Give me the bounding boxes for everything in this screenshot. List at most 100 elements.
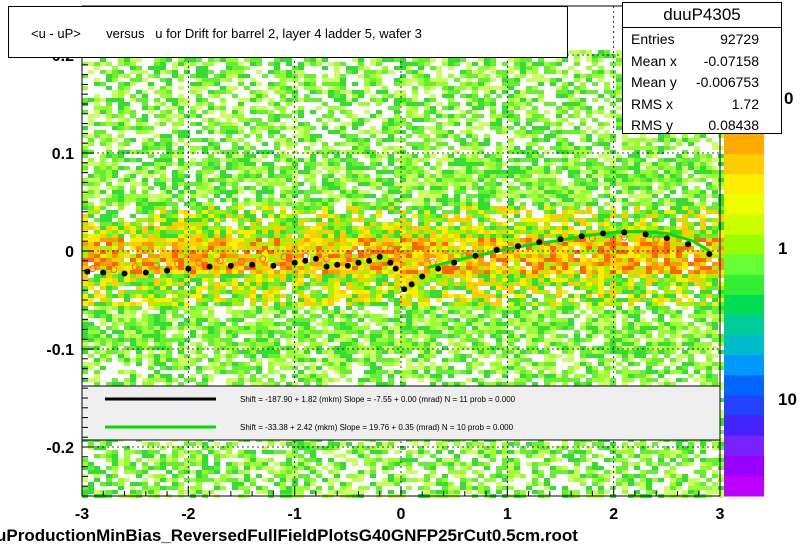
heat-cell — [124, 462, 130, 466]
heat-cell — [232, 62, 238, 66]
heat-cell — [100, 142, 106, 146]
heat-cell — [400, 346, 406, 350]
heat-cell — [448, 370, 454, 374]
heat-cell — [148, 466, 154, 470]
heat-cell — [94, 334, 100, 338]
heat-cell — [112, 258, 118, 262]
heat-cell — [400, 322, 406, 326]
heat-cell — [322, 166, 328, 170]
heat-cell — [298, 458, 304, 462]
heat-cell — [136, 274, 142, 278]
heat-cell — [118, 370, 124, 374]
heat-cell — [454, 282, 460, 286]
heat-cell — [358, 194, 364, 198]
heat-cell — [358, 286, 364, 290]
heat-cell — [424, 254, 430, 258]
heat-cell — [334, 94, 340, 98]
heat-cell — [346, 286, 352, 290]
heat-cell — [124, 122, 130, 126]
heat-cell — [256, 254, 262, 258]
heat-cell — [226, 70, 232, 74]
heat-cell — [388, 294, 394, 298]
heat-cell — [424, 282, 430, 286]
heat-cell — [130, 138, 136, 142]
heat-cell — [412, 174, 418, 178]
heat-cell — [202, 278, 208, 282]
heat-cell — [424, 210, 430, 214]
heat-cell — [274, 174, 280, 178]
heat-cell — [148, 490, 154, 494]
heat-cell — [406, 66, 412, 70]
heat-cell — [370, 222, 376, 226]
heat-cell — [376, 454, 382, 458]
heat-cell — [340, 190, 346, 194]
heat-cell — [244, 486, 250, 490]
heat-cell — [268, 122, 274, 126]
heat-cell — [136, 118, 142, 122]
heat-cell — [130, 242, 136, 246]
heat-cell — [274, 370, 280, 374]
heat-cell — [124, 446, 130, 450]
heat-cell — [214, 282, 220, 286]
heat-cell — [160, 362, 166, 366]
heat-cell — [250, 374, 256, 378]
heat-cell — [370, 378, 376, 382]
heat-cell — [400, 282, 406, 286]
heat-cell — [130, 110, 136, 114]
heat-cell — [298, 322, 304, 326]
heat-cell — [94, 230, 100, 234]
heat-cell — [100, 262, 106, 266]
heat-cell — [262, 110, 268, 114]
heat-cell — [82, 370, 88, 374]
heat-cell — [424, 278, 430, 282]
heat-cell — [388, 246, 394, 250]
heat-cell — [310, 374, 316, 378]
heat-cell — [292, 166, 298, 170]
heat-cell — [292, 266, 298, 270]
heat-cell — [376, 350, 382, 354]
heat-cell — [82, 258, 88, 262]
heat-cell — [106, 70, 112, 74]
heat-cell — [202, 110, 208, 114]
heat-cell — [322, 338, 328, 342]
heat-cell — [322, 250, 328, 254]
heat-cell — [310, 134, 316, 138]
heat-cell — [262, 314, 268, 318]
heat-cell — [148, 130, 154, 134]
heat-cell — [412, 278, 418, 282]
heat-cell — [154, 266, 160, 270]
heat-cell — [412, 258, 418, 262]
heat-cell — [346, 334, 352, 338]
heat-cell — [448, 218, 454, 222]
heat-cell — [118, 178, 124, 182]
heat-cell — [82, 378, 88, 382]
heat-cell — [310, 306, 316, 310]
heat-cell — [328, 346, 334, 350]
heat-cell — [88, 206, 94, 210]
heat-cell — [250, 190, 256, 194]
heat-cell — [352, 146, 358, 150]
heat-cell — [118, 306, 124, 310]
heat-cell — [238, 186, 244, 190]
heat-cell — [166, 374, 172, 378]
heat-cell — [406, 182, 412, 186]
heat-cell — [448, 162, 454, 166]
heat-cell — [268, 354, 274, 358]
heat-cell — [340, 274, 346, 278]
heat-cell — [340, 126, 346, 130]
heat-cell — [322, 302, 328, 306]
heat-cell — [154, 466, 160, 470]
heat-cell — [196, 326, 202, 330]
heat-cell — [208, 162, 214, 166]
heat-cell — [208, 286, 214, 290]
heat-cell — [388, 374, 394, 378]
heat-cell — [424, 302, 430, 306]
heat-cell — [184, 270, 190, 274]
heat-cell — [232, 354, 238, 358]
heat-cell — [142, 330, 148, 334]
heat-cell — [400, 190, 406, 194]
heat-cell — [406, 374, 412, 378]
heat-cell — [202, 458, 208, 462]
heat-cell — [268, 186, 274, 190]
heat-cell — [346, 90, 352, 94]
